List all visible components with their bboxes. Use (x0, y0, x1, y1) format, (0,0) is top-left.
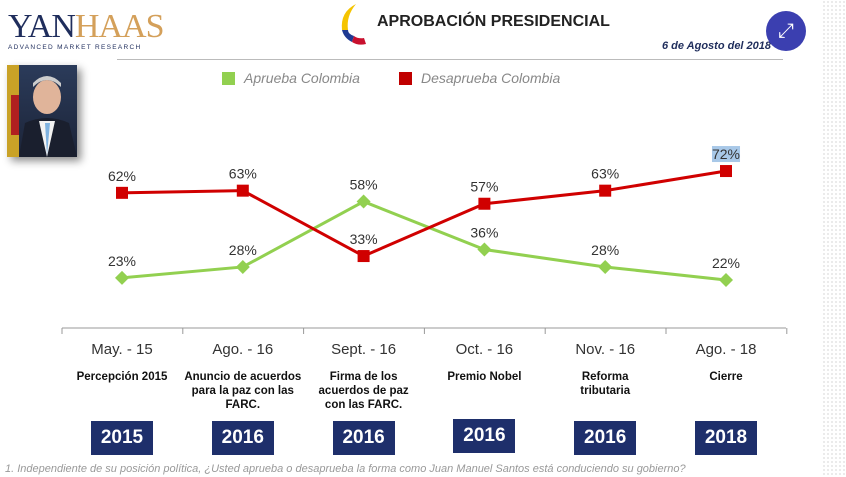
legend-label: Desaprueba Colombia (421, 70, 561, 86)
data-label: 36% (470, 225, 498, 241)
x-tick-label: Sept. - 16 (331, 341, 397, 358)
logo-subtitle: ADVANCED MARKET RESEARCH (8, 44, 142, 51)
data-label: 33% (350, 231, 378, 247)
label-highlight (711, 146, 741, 163)
x-tick-label: May. - 15 (91, 341, 153, 358)
data-point (477, 242, 492, 257)
data-point (356, 194, 371, 209)
header-divider (117, 59, 783, 60)
year-badge: 2015 (91, 421, 153, 455)
data-label: 57% (470, 179, 498, 195)
expand-arrows-icon[interactable]: ⤢ (766, 11, 806, 51)
year-badge: 2016 (453, 419, 516, 453)
data-point (720, 165, 732, 178)
yanhaas-logo: YANHAAS ADVANCED MARKET RESEARCH (8, 8, 164, 52)
data-label: 63% (591, 166, 619, 182)
series-line-1 (121, 169, 727, 258)
data-point (115, 270, 129, 285)
data-label: 62% (108, 168, 136, 184)
data-point (478, 197, 491, 210)
event-label: Firma de los acuerdos de paz con las FAR… (318, 371, 409, 411)
event-label: Percepción 2015 (76, 371, 168, 383)
x-tick-label: Ago. - 18 (695, 341, 757, 358)
data-label: 72% (712, 146, 740, 162)
president-photo (7, 65, 77, 157)
year-badge: 2016 (574, 421, 637, 455)
year-badge: 2016 (332, 421, 395, 455)
year-badge: 2018 (695, 421, 757, 455)
footnote: 1. Independiente de su posición política… (5, 463, 686, 475)
colombia-flag-logo (341, 4, 366, 45)
data-point (599, 184, 612, 197)
data-point (236, 184, 249, 197)
data-point (357, 250, 370, 263)
report-date: 6 de Agosto del 2018 (662, 40, 772, 52)
legend-swatch (222, 71, 235, 85)
data-point (235, 259, 250, 274)
data-point (598, 259, 613, 274)
series-line-0 (121, 199, 727, 282)
event-label: Cierre (709, 371, 743, 383)
data-label: 58% (350, 177, 378, 193)
scrollbar-track[interactable] (822, 0, 846, 477)
legend-item-desaprueba: Desaprueba Colombia (399, 70, 560, 86)
event-label: Anuncio de acuerdos para la paz con las … (184, 371, 302, 411)
legend-swatch (399, 71, 412, 85)
data-label: 23% (108, 253, 136, 269)
approval-line-chart: 23% 28% 58% 36% 28% 22% 62% 63% 33% 57% 63% 72% (61, 146, 788, 334)
event-label: Reforma tributaria (580, 371, 631, 397)
data-label: 22% (712, 255, 740, 271)
legend-item-aprueba: Aprueba Colombia (222, 70, 360, 86)
x-tick-label: Nov. - 16 (575, 341, 636, 358)
data-label: 28% (229, 242, 257, 258)
data-point (116, 186, 128, 199)
legend-label: Aprueba Colombia (244, 70, 360, 86)
data-point (719, 273, 733, 288)
x-tick-label: Ago. - 16 (212, 341, 274, 358)
data-label: 28% (591, 242, 619, 258)
page-title: APROBACIÓN PRESIDENCIAL (377, 13, 610, 30)
year-badge: 2016 (211, 421, 274, 455)
event-label: Premio Nobel (447, 371, 522, 383)
x-tick-label: Oct. - 16 (455, 341, 514, 358)
data-label: 63% (229, 166, 257, 182)
logo-text: YANHAAS (8, 8, 164, 45)
